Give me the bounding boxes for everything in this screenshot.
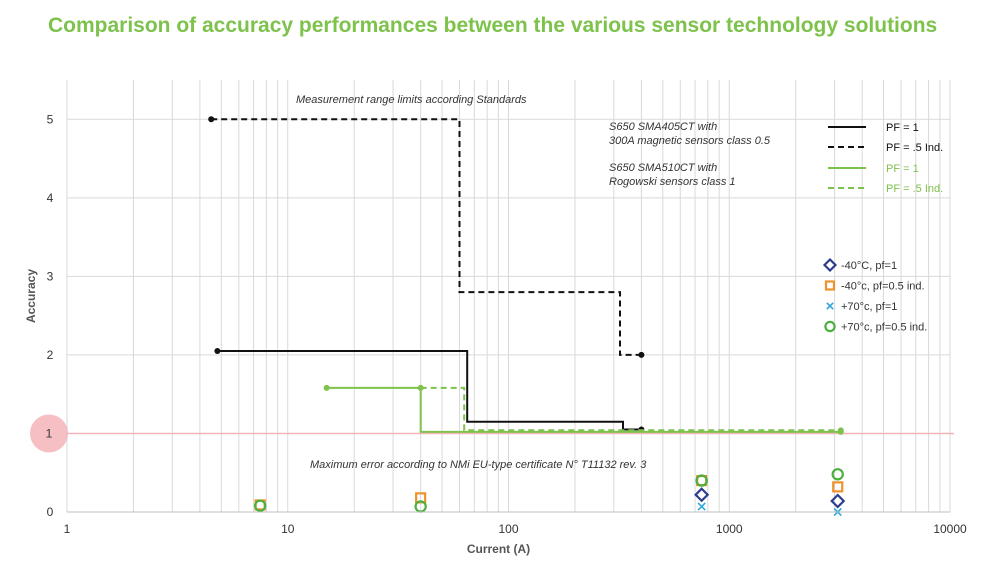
- data-marker-x: [697, 502, 706, 511]
- reference-highlight: [30, 414, 68, 453]
- series-end-point: [323, 384, 330, 391]
- series-green-pf1: [326, 386, 841, 433]
- series-end-point: [638, 351, 645, 358]
- chart-title: Comparison of accuracy performances betw…: [48, 14, 938, 37]
- series-group: [208, 116, 844, 435]
- series-end-point: [208, 116, 215, 123]
- data-marker-diamond: [694, 487, 710, 503]
- y-tick-label: 2: [47, 348, 54, 362]
- x-tick-label: 10000: [933, 522, 967, 536]
- annotation-max-error: Maximum error according to NMi EU-type c…: [310, 459, 647, 471]
- annotation-measurement-range: Measurement range limits according Stand…: [296, 94, 527, 106]
- grid: [66, 80, 951, 513]
- reference-line-group: 1: [30, 414, 954, 453]
- data-marker-square: [832, 481, 844, 493]
- x-tick-label: 100: [498, 522, 518, 536]
- series-green-pf05: [420, 386, 841, 432]
- x-tick-label: 1000: [716, 522, 743, 536]
- series-end-point: [417, 384, 424, 391]
- reference-label: 1: [46, 426, 53, 440]
- y-tick-label: 5: [47, 112, 54, 126]
- x-tick-label: 1: [64, 522, 71, 536]
- axes: 1 10 100 1000 10000 0 2 3 4 5 Current (A) Accuracy: [24, 112, 967, 556]
- series-end-point: [214, 347, 221, 354]
- data-marker-circle: [695, 474, 708, 487]
- legend-group-label: S650 SMA510CT with: [609, 162, 717, 174]
- x-axis-title: Current (A): [467, 542, 530, 556]
- x-tick-label: 10: [281, 522, 295, 536]
- legend-marker-label: -40°C, pf=1: [841, 260, 897, 272]
- y-tick-label: 3: [47, 269, 54, 283]
- marker-group: [253, 468, 846, 517]
- y-axis-title: Accuracy: [24, 269, 38, 323]
- series-black-pf05: [211, 118, 642, 356]
- y-tick-label: 4: [47, 191, 54, 205]
- legend: S650 SMA405CT with 300A magnetic sensors …: [609, 121, 943, 334]
- legend-group-label: S650 SMA405CT with: [609, 121, 717, 133]
- series-end-point: [837, 427, 844, 434]
- legend-entry-label: PF = .5 Ind.: [886, 142, 943, 154]
- data-marker-diamond: [830, 493, 846, 509]
- data-marker-circle: [253, 499, 267, 512]
- legend-marker-label: +70°c, pf=0.5 ind.: [841, 322, 927, 334]
- y-tick-label: 0: [47, 505, 54, 519]
- legend-marker-label: +70°c, pf=1: [841, 301, 897, 313]
- legend-marker-circle: [824, 320, 836, 333]
- series-black-pf1: [217, 350, 642, 431]
- legend-marker-diamond: [822, 257, 838, 273]
- legend-marker-square: [824, 280, 836, 291]
- annotations: Measurement range limits according Stand…: [296, 94, 647, 471]
- legend-marker-x: [826, 302, 834, 310]
- data-marker-circle: [831, 468, 844, 481]
- legend-entry-label: PF = 1: [886, 122, 919, 134]
- legend-marker-label: -40°c, pf=0.5 ind.: [841, 281, 925, 293]
- legend-group-label: Rogowski sensors class 1: [609, 176, 736, 188]
- legend-entry-label: PF = .5 Ind.: [886, 183, 943, 195]
- legend-group-label: 300A magnetic sensors class 0.5: [609, 135, 771, 147]
- legend-entry-label: PF = 1: [886, 163, 919, 175]
